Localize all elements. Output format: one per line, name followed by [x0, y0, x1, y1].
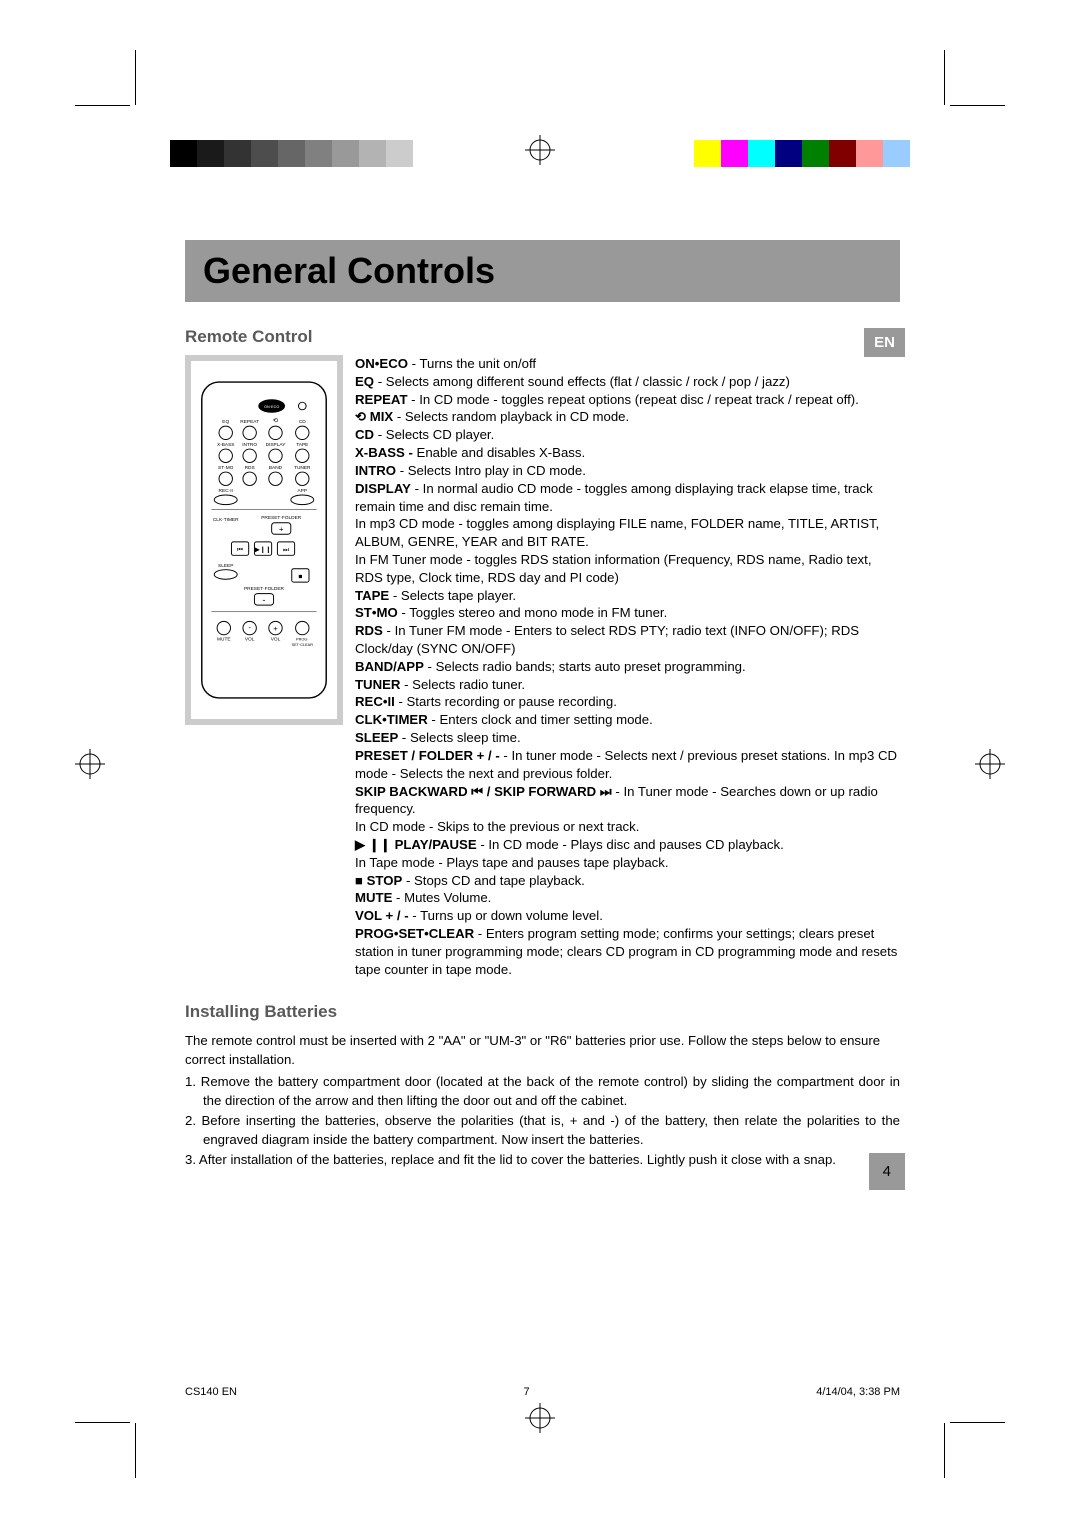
remote-desc-item: TUNER - Selects radio tuner. — [355, 676, 900, 694]
svg-text:ON·ECO: ON·ECO — [264, 405, 279, 409]
remote-desc-item: BAND/APP - Selects radio bands; starts a… — [355, 658, 900, 676]
registration-mark-icon — [525, 135, 555, 165]
remote-desc-item: PRESET / FOLDER + / - - In tuner mode - … — [355, 747, 900, 783]
battery-step: 1. Remove the battery compartment door (… — [185, 1073, 900, 1110]
footer-date: 4/14/04, 3:38 PM — [816, 1386, 900, 1398]
battery-step: 2. Before inserting the batteries, obser… — [185, 1112, 900, 1149]
batteries-steps: 1. Remove the battery compartment door (… — [185, 1073, 900, 1169]
svg-text:-: - — [262, 595, 265, 606]
batteries-section: Installing Batteries The remote control … — [185, 1000, 900, 1169]
svg-text:-: - — [248, 623, 251, 632]
svg-text:▶❙❙: ▶❙❙ — [255, 545, 271, 553]
svg-text:CD: CD — [299, 419, 306, 425]
svg-text:SLEEP: SLEEP — [218, 563, 233, 569]
section-title-batteries: Installing Batteries — [185, 1000, 900, 1024]
svg-text:⏭: ⏭ — [283, 546, 289, 553]
remote-control-block: ON·ECO EQ REPEAT ⟲ CD X-BASS INTRO DISPL… — [185, 355, 900, 978]
svg-text:TUNER: TUNER — [294, 465, 311, 471]
remote-desc-item: ▶ ❙❙ PLAY/PAUSE - In CD mode - Plays dis… — [355, 836, 900, 854]
svg-text:SET·CLEAR: SET·CLEAR — [292, 643, 314, 647]
remote-desc-item: PROG•SET•CLEAR - Enters program setting … — [355, 925, 900, 978]
remote-desc-item: ON•ECO - Turns the unit on/off — [355, 355, 900, 373]
remote-desc-item: ST•MO - Toggles stereo and mono mode in … — [355, 604, 900, 622]
svg-text:INTRO: INTRO — [242, 442, 257, 448]
footer-doc: CS140 EN — [185, 1386, 237, 1398]
svg-text:PRESET·FOLDER: PRESET·FOLDER — [261, 515, 302, 521]
title-bar: General Controls — [185, 240, 900, 302]
svg-text:VOL: VOL — [245, 637, 255, 643]
remote-desc-item: INTRO - Selects Intro play in CD mode. — [355, 462, 900, 480]
svg-text:PROG·: PROG· — [296, 638, 309, 642]
svg-text:VOL: VOL — [271, 637, 281, 643]
svg-text:⏮: ⏮ — [237, 546, 243, 553]
footer-page: 7 — [524, 1386, 530, 1398]
remote-desc-item: ⟲ MIX - Selects random playback in CD mo… — [355, 408, 900, 426]
remote-desc-item: ■ STOP - Stops CD and tape playback. — [355, 872, 900, 890]
svg-text:PRESET·FOLDER: PRESET·FOLDER — [244, 586, 285, 592]
remote-desc-item: CD - Selects CD player. — [355, 426, 900, 444]
registration-mark-icon — [75, 749, 105, 779]
svg-text:+: + — [273, 624, 278, 633]
remote-desc-item: REPEAT - In CD mode - toggles repeat opt… — [355, 391, 900, 409]
svg-text:+: + — [279, 524, 284, 533]
remote-desc-item: In Tape mode - Plays tape and pauses tap… — [355, 854, 900, 872]
registration-mark-icon — [525, 1403, 555, 1433]
svg-text:REC·II: REC·II — [219, 488, 233, 494]
remote-desc-item: MUTE - Mutes Volume. — [355, 889, 900, 907]
remote-desc-item: VOL + / - - Turns up or down volume leve… — [355, 907, 900, 925]
page-number: 4 — [869, 1153, 905, 1190]
remote-desc-item: CLK•TIMER - Enters clock and timer setti… — [355, 711, 900, 729]
svg-text:■: ■ — [298, 573, 302, 580]
svg-text:MUTE: MUTE — [217, 637, 231, 643]
color-bar-grayscale — [170, 140, 413, 167]
registration-mark-icon — [975, 749, 1005, 779]
remote-desc-item: TAPE - Selects tape player. — [355, 587, 900, 605]
remote-desc-item: RDS - In Tuner FM mode - Enters to selec… — [355, 622, 900, 658]
svg-text:RDS: RDS — [245, 465, 255, 471]
remote-control-diagram: ON·ECO EQ REPEAT ⟲ CD X-BASS INTRO DISPL… — [185, 355, 343, 725]
remote-desc-item: EQ - Selects among different sound effec… — [355, 373, 900, 391]
remote-desc-item: SLEEP - Selects sleep time. — [355, 729, 900, 747]
svg-text:EQ: EQ — [222, 419, 229, 425]
footer: CS140 EN 7 4/14/04, 3:38 PM — [185, 1386, 900, 1398]
batteries-intro: The remote control must be inserted with… — [185, 1032, 900, 1069]
battery-step: 3. After installation of the batteries, … — [185, 1151, 900, 1169]
svg-text:DISPLAY: DISPLAY — [266, 442, 287, 448]
remote-desc-item: SKIP BACKWARD ⏮ / SKIP FORWARD ⏭ - In Tu… — [355, 783, 900, 819]
remote-desc-item: DISPLAY - In normal audio CD mode - togg… — [355, 480, 900, 516]
page-title: General Controls — [203, 250, 882, 292]
page-content: General Controls EN Remote Control ON·EC… — [185, 240, 900, 1172]
section-title-remote: Remote Control — [185, 327, 900, 347]
svg-text:REPEAT: REPEAT — [240, 419, 259, 425]
language-tab: EN — [864, 328, 905, 357]
remote-descriptions: ON•ECO - Turns the unit on/offEQ - Selec… — [355, 355, 900, 978]
remote-desc-item: X-BASS - Enable and disables X-Bass. — [355, 444, 900, 462]
remote-desc-item: In CD mode - Skips to the previous or ne… — [355, 818, 900, 836]
svg-text:⟲: ⟲ — [273, 417, 279, 424]
svg-text:CLK·TIMER: CLK·TIMER — [213, 517, 239, 523]
svg-text:TAPE: TAPE — [296, 442, 308, 448]
remote-desc-item: In FM Tuner mode - toggles RDS station i… — [355, 551, 900, 587]
color-bar-cmyk — [694, 140, 910, 167]
remote-desc-item: REC•II - Starts recording or pause recor… — [355, 693, 900, 711]
svg-text:BAND: BAND — [269, 465, 283, 471]
svg-text:ST·MO: ST·MO — [218, 465, 234, 471]
remote-desc-item: In mp3 CD mode - toggles among displayin… — [355, 515, 900, 551]
svg-text:APP: APP — [298, 488, 308, 494]
svg-text:X-BASS: X-BASS — [217, 442, 234, 448]
